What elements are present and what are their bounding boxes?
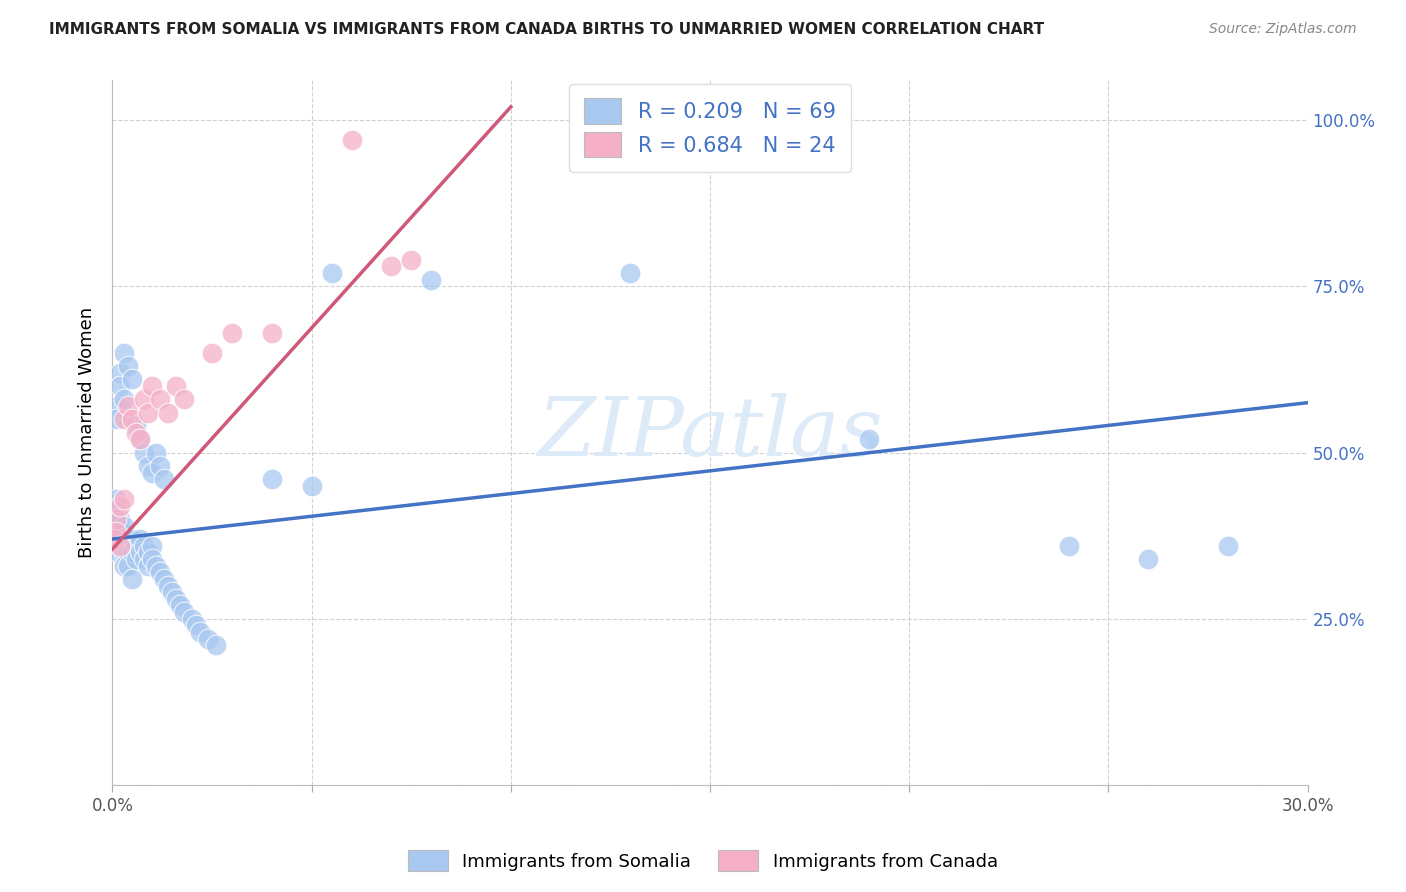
Point	[117, 399, 139, 413]
Point	[138, 558, 160, 573]
Point	[301, 479, 323, 493]
Point	[157, 406, 180, 420]
Point	[138, 545, 160, 559]
Point	[110, 539, 132, 553]
Point	[121, 532, 143, 546]
Point	[105, 412, 128, 426]
Point	[103, 532, 125, 546]
Point	[340, 133, 363, 147]
Point	[105, 505, 128, 519]
Point	[134, 392, 156, 407]
Point	[153, 472, 176, 486]
Point	[105, 518, 128, 533]
Point	[110, 539, 132, 553]
Point	[129, 432, 152, 446]
Point	[105, 525, 128, 540]
Point	[114, 492, 135, 507]
Point	[107, 532, 129, 546]
Point	[110, 366, 132, 380]
Point	[125, 552, 148, 566]
Y-axis label: Births to Unmarried Women: Births to Unmarried Women	[77, 307, 96, 558]
Point	[260, 326, 283, 340]
Point	[321, 266, 343, 280]
Point	[114, 412, 135, 426]
Point	[117, 558, 139, 573]
Point	[129, 545, 152, 559]
Point	[173, 392, 195, 407]
Point	[260, 472, 283, 486]
Point	[134, 539, 156, 553]
Point	[107, 545, 129, 559]
Point	[134, 445, 156, 459]
Point	[197, 632, 219, 646]
Point	[110, 499, 132, 513]
Point	[138, 406, 160, 420]
Legend: R = 0.209   N = 69, R = 0.684   N = 24: R = 0.209 N = 69, R = 0.684 N = 24	[569, 84, 851, 172]
Point	[117, 359, 139, 373]
Point	[165, 591, 187, 606]
Point	[157, 578, 180, 592]
Point	[134, 552, 156, 566]
Point	[619, 266, 641, 280]
Text: IMMIGRANTS FROM SOMALIA VS IMMIGRANTS FROM CANADA BIRTHS TO UNMARRIED WOMEN CORR: IMMIGRANTS FROM SOMALIA VS IMMIGRANTS FR…	[49, 22, 1045, 37]
Point	[165, 379, 187, 393]
Point	[105, 492, 128, 507]
Point	[149, 392, 172, 407]
Point	[110, 525, 132, 540]
Point	[380, 260, 402, 274]
Point	[110, 379, 132, 393]
Point	[145, 558, 167, 573]
Legend: Immigrants from Somalia, Immigrants from Canada: Immigrants from Somalia, Immigrants from…	[401, 843, 1005, 879]
Point	[1057, 539, 1080, 553]
Point	[129, 432, 152, 446]
Point	[141, 552, 163, 566]
Point	[138, 458, 160, 473]
Point	[114, 392, 135, 407]
Point	[186, 618, 208, 632]
Point	[169, 599, 191, 613]
Point	[420, 273, 443, 287]
Point	[205, 638, 228, 652]
Point	[188, 625, 211, 640]
Point	[103, 532, 125, 546]
Point	[111, 539, 134, 553]
Point	[401, 252, 423, 267]
Point	[145, 445, 167, 459]
Point	[114, 346, 135, 360]
Point	[129, 532, 152, 546]
Point	[173, 605, 195, 619]
Point	[1216, 539, 1239, 553]
Point	[121, 572, 143, 586]
Point	[181, 612, 204, 626]
Point	[105, 399, 128, 413]
Point	[149, 566, 172, 580]
Point	[114, 545, 135, 559]
Point	[153, 572, 176, 586]
Point	[162, 585, 183, 599]
Point	[114, 558, 135, 573]
Point	[117, 532, 139, 546]
Point	[121, 372, 143, 386]
Point	[141, 466, 163, 480]
Text: ZIPatlas: ZIPatlas	[537, 392, 883, 473]
Point	[125, 419, 148, 434]
Point	[121, 412, 143, 426]
Point	[858, 432, 880, 446]
Point	[110, 512, 132, 526]
Point	[125, 539, 148, 553]
Point	[149, 458, 172, 473]
Point	[121, 545, 143, 559]
Point	[1137, 552, 1160, 566]
Point	[141, 379, 163, 393]
Point	[114, 518, 135, 533]
Point	[201, 346, 224, 360]
Point	[141, 539, 163, 553]
Point	[114, 532, 135, 546]
Point	[117, 545, 139, 559]
Point	[111, 525, 134, 540]
Point	[221, 326, 243, 340]
Point	[125, 425, 148, 440]
Point	[105, 512, 128, 526]
Text: Source: ZipAtlas.com: Source: ZipAtlas.com	[1209, 22, 1357, 37]
